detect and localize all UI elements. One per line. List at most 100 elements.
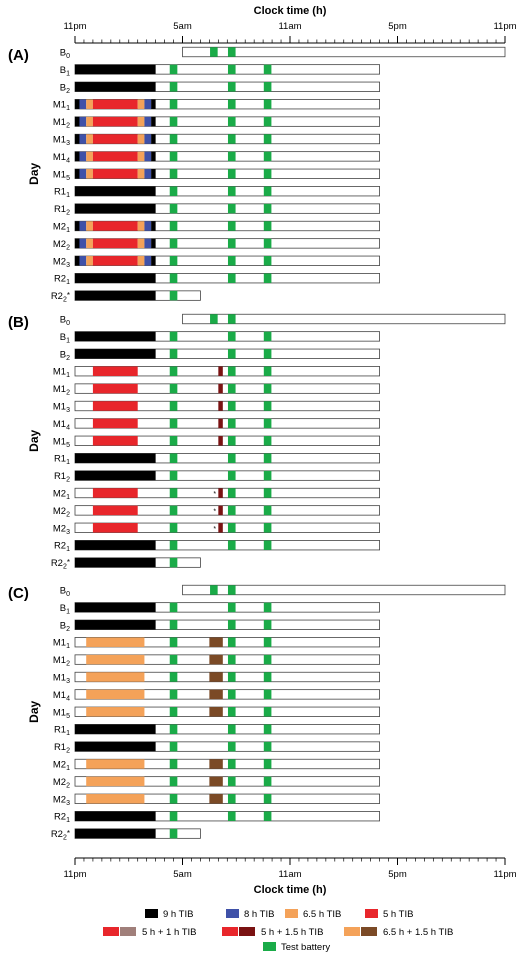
sleep-segment	[86, 794, 145, 804]
day-bar	[74, 671, 380, 683]
day-label: R21	[54, 541, 70, 554]
test-battery-mark	[169, 811, 178, 821]
day-row: M14	[53, 418, 380, 431]
top-tick-label: 5am	[173, 21, 192, 32]
legend-label: 6.5 h TIB	[303, 909, 341, 920]
test-battery-mark	[263, 331, 272, 342]
test-battery-mark	[227, 186, 236, 196]
bottom-tick-label: 11am	[278, 869, 301, 880]
legend-swatch	[226, 909, 239, 918]
test-battery-mark	[169, 776, 178, 787]
sleep-segment	[75, 238, 80, 249]
sleep-segment	[92, 221, 138, 231]
sleep-segment	[75, 741, 156, 752]
test-battery-mark	[169, 453, 178, 463]
day-row: R12	[54, 741, 380, 755]
legend-swatch	[145, 909, 158, 918]
day-row: R22*	[51, 828, 201, 842]
day-row: R11	[54, 186, 380, 199]
test-battery-mark	[227, 366, 236, 376]
test-battery-mark	[227, 637, 236, 647]
test-battery-mark	[227, 273, 236, 283]
legend: 9 h TIB 8 h TIB 6.5 h TIB 5 h TIB 5 h + 1 h …	[103, 909, 453, 953]
sleep-segment	[86, 689, 145, 700]
day-row: R11	[54, 453, 380, 466]
test-battery-mark	[169, 724, 178, 734]
day-row: R21	[54, 540, 380, 553]
sleep-segment	[92, 116, 138, 127]
sleep-segment	[137, 99, 145, 109]
test-battery-mark	[263, 689, 272, 700]
sleep-segment	[79, 116, 87, 127]
day-label: B1	[60, 603, 70, 616]
sleep-segment	[209, 637, 223, 647]
legend-item: 9 h TIB	[145, 909, 193, 920]
test-battery-mark	[263, 366, 272, 376]
day-label: M23	[53, 523, 70, 536]
day-row: R12	[54, 203, 380, 217]
day-row: M21	[53, 758, 380, 772]
day-row: R11	[54, 724, 380, 737]
test-battery-mark	[227, 134, 236, 144]
test-battery-mark	[227, 759, 236, 769]
sleep-segment	[86, 134, 93, 144]
test-battery-mark	[227, 238, 236, 249]
test-battery-mark	[263, 238, 272, 249]
test-battery-mark	[169, 436, 178, 446]
day-row: B0	[60, 584, 506, 598]
test-battery-mark	[169, 488, 178, 498]
sleep-segment	[86, 238, 93, 249]
test-battery-mark	[227, 99, 236, 109]
sleep-segment	[137, 256, 145, 266]
test-battery-mark	[227, 654, 236, 665]
day-row: R21	[54, 811, 380, 824]
test-battery-mark	[227, 116, 236, 127]
sleep-segment	[137, 134, 145, 144]
test-battery-mark	[263, 82, 272, 92]
test-battery-mark	[263, 741, 272, 752]
sleep-segment	[75, 221, 80, 231]
sleep-segment	[137, 169, 145, 179]
sleep-segment	[218, 418, 223, 429]
day-label: M21	[53, 222, 70, 235]
x-axis-title-bottom: Clock time (h)	[254, 884, 327, 896]
test-battery-mark	[169, 654, 178, 665]
test-battery-mark	[263, 383, 272, 394]
sleep-segment	[79, 238, 87, 249]
sleep-segment	[75, 602, 156, 613]
day-label: M22	[53, 239, 70, 252]
test-battery-mark	[169, 383, 178, 394]
bottom-tick-label: 11pm	[493, 869, 516, 880]
sleep-segment	[75, 64, 156, 75]
day-label: M11	[53, 100, 70, 113]
test-battery-mark	[227, 436, 236, 446]
bottom-axis: 11pm 5am 11am 5pm 11pm Clock time (h)	[63, 857, 517, 896]
test-battery-mark	[227, 401, 236, 411]
legend-swatch	[222, 927, 238, 936]
panel-a: (A) Day B0 B1 B2 M11 M12 M13 M14 M15 R11 R12 M21 M22 M…	[8, 46, 506, 304]
sleep-segment	[218, 383, 223, 394]
test-battery-mark	[263, 116, 272, 127]
sleep-segment	[86, 116, 93, 127]
sleep-segment	[75, 557, 156, 568]
day-row: B1	[60, 602, 380, 616]
test-battery-mark	[210, 47, 218, 57]
day-row: M11	[53, 366, 380, 379]
day-row: M12	[53, 116, 380, 130]
legend-item: 5 h + 1 h TIB	[103, 927, 197, 938]
day-row: B2	[60, 348, 380, 362]
test-battery-mark	[169, 116, 178, 127]
day-row: B1	[60, 331, 380, 344]
test-battery-mark	[263, 64, 272, 75]
test-battery-mark	[169, 540, 178, 550]
day-row: M13	[53, 400, 380, 414]
test-battery-mark	[227, 151, 236, 162]
test-battery-mark	[227, 707, 236, 717]
sleep-segment	[151, 99, 156, 109]
sleep-segment	[144, 99, 152, 109]
day-label: B0	[60, 48, 70, 61]
test-battery-mark	[227, 540, 236, 550]
test-battery-mark	[227, 453, 236, 463]
sleep-segment	[75, 620, 156, 630]
day-row: B0	[60, 46, 506, 61]
